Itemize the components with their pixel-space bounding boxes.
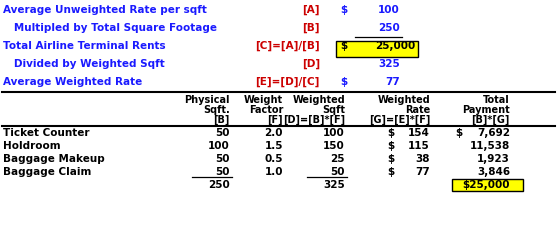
Text: Multipled by Total Square Footage: Multipled by Total Square Footage [3,23,217,33]
Text: 50: 50 [216,154,230,164]
Text: 25,000: 25,000 [375,41,415,51]
Text: Weighted: Weighted [292,95,345,105]
Text: [C]=[A]/[B]: [C]=[A]/[B] [255,41,320,51]
Text: 154: 154 [408,128,430,138]
Text: 38: 38 [416,154,430,164]
Text: 50: 50 [216,128,230,138]
Text: $: $ [455,128,462,138]
Text: 0.5: 0.5 [264,154,283,164]
Text: Physical: Physical [184,95,230,105]
Text: Average Weighted Rate: Average Weighted Rate [3,77,142,87]
Text: Average Unweighted Rate per sqft: Average Unweighted Rate per sqft [3,5,207,15]
Text: 11,538: 11,538 [470,141,510,151]
Text: $25,000: $25,000 [463,180,510,190]
Text: Rate: Rate [405,105,430,115]
Text: [D]: [D] [302,59,320,69]
Text: 100: 100 [378,5,400,15]
Text: [G]=[E]*[F]: [G]=[E]*[F] [368,115,430,125]
Text: 77: 77 [416,167,430,177]
Text: 50: 50 [216,167,230,177]
Text: 1.5: 1.5 [264,141,283,151]
Text: Sqft.: Sqft. [203,105,230,115]
Text: [A]: [A] [302,5,320,15]
Text: 100: 100 [208,141,230,151]
Text: Divided by Weighted Sqft: Divided by Weighted Sqft [3,59,165,69]
Text: 2.0: 2.0 [264,128,283,138]
Text: Sqft: Sqft [322,105,345,115]
Text: $: $ [387,128,394,138]
Text: 150: 150 [323,141,345,151]
Text: $: $ [340,41,347,51]
Text: 1,923: 1,923 [477,154,510,164]
Text: $: $ [340,5,347,15]
Text: 325: 325 [323,180,345,190]
Text: $: $ [387,167,394,177]
Text: $: $ [387,154,394,164]
Text: 325: 325 [378,59,400,69]
Text: 250: 250 [208,180,230,190]
Text: [D]=[B]*[F]: [D]=[B]*[F] [283,115,345,125]
Text: Baggage Makeup: Baggage Makeup [3,154,105,164]
Text: Factor: Factor [249,105,283,115]
Text: [B]*[G]: [B]*[G] [472,115,510,125]
Text: 77: 77 [385,77,400,87]
Text: [E]=[D]/[C]: [E]=[D]/[C] [255,77,320,87]
Text: 7,692: 7,692 [477,128,510,138]
Text: Payment: Payment [462,105,510,115]
Text: 50: 50 [330,167,345,177]
Text: Total: Total [483,95,510,105]
Text: $: $ [340,77,347,87]
Text: 25: 25 [330,154,345,164]
Text: Baggage Claim: Baggage Claim [3,167,91,177]
Text: [B]: [B] [302,23,320,33]
FancyBboxPatch shape [336,41,418,57]
Text: 3,846: 3,846 [477,167,510,177]
Text: 1.0: 1.0 [264,167,283,177]
Text: Weight: Weight [244,95,283,105]
Text: Total Airline Terminal Rents: Total Airline Terminal Rents [3,41,166,51]
Text: 100: 100 [323,128,345,138]
Text: [B]: [B] [213,115,230,125]
Text: Holdroom: Holdroom [3,141,60,151]
Text: Ticket Counter: Ticket Counter [3,128,90,138]
Text: 250: 250 [378,23,400,33]
Text: Weighted: Weighted [377,95,430,105]
FancyBboxPatch shape [452,179,523,191]
Text: 115: 115 [408,141,430,151]
Text: $: $ [387,141,394,151]
Text: [F]: [F] [267,115,283,125]
